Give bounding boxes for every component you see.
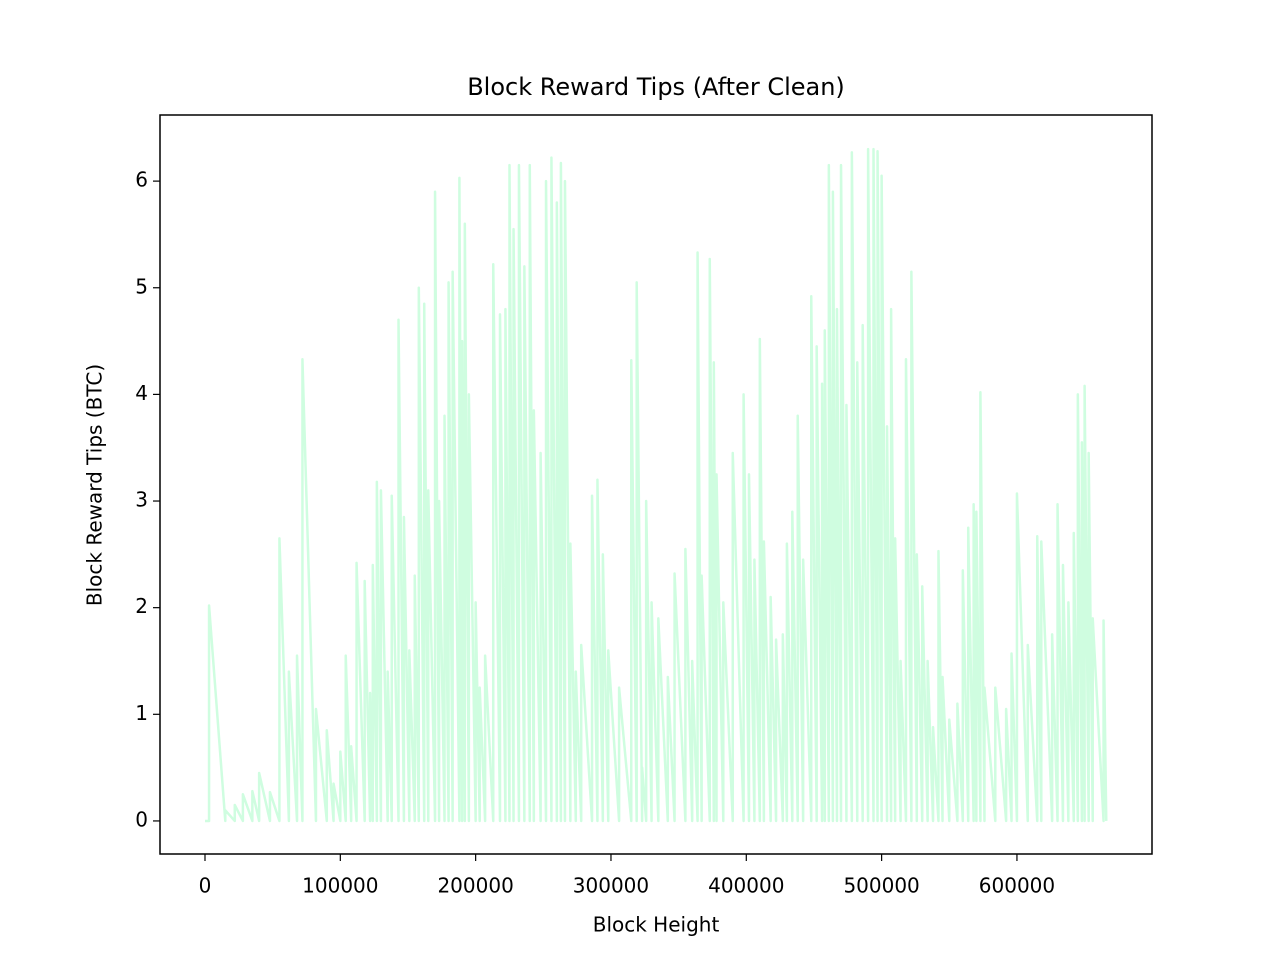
y-tick-label: 3 xyxy=(135,488,148,512)
x-axis-label: Block Height xyxy=(593,913,720,937)
x-tick-label: 200000 xyxy=(437,874,513,898)
y-tick-label: 0 xyxy=(135,807,148,831)
x-tick-label: 600000 xyxy=(979,874,1055,898)
axes-frame xyxy=(159,114,1153,855)
plot-area xyxy=(205,147,1108,823)
data-line xyxy=(205,147,1108,823)
x-tick-label: 300000 xyxy=(573,874,649,898)
y-tick-label: 5 xyxy=(135,274,148,298)
x-tick-label: 100000 xyxy=(302,874,378,898)
x-tick-label: 500000 xyxy=(843,874,919,898)
chart-title: Block Reward Tips (After Clean) xyxy=(467,73,845,101)
y-tick-label: 2 xyxy=(135,594,148,618)
y-tick-label: 6 xyxy=(135,168,148,192)
y-axis-label: Block Reward Tips (BTC) xyxy=(83,364,107,606)
y-tick-label: 4 xyxy=(135,381,148,405)
y-tick-label: 1 xyxy=(135,701,148,725)
x-tick-label: 0 xyxy=(199,874,212,898)
x-tick-label: 400000 xyxy=(708,874,784,898)
